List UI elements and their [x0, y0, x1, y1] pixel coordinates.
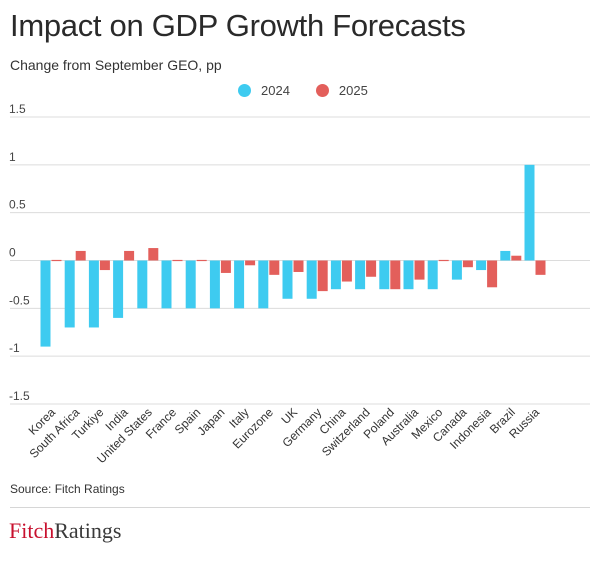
- bar-2025-mexico: [438, 259, 449, 262]
- chart-legend: 2024 2025: [238, 83, 394, 98]
- y-tick-label: 0.5: [9, 198, 26, 212]
- legend-item-2025: 2025: [315, 83, 368, 98]
- chart-subtitle: Change from September GEO, pp: [10, 57, 222, 73]
- bar-2025-italy: [245, 260, 256, 266]
- bar-2025-china: [341, 260, 352, 282]
- bar-2024-mexico: [427, 260, 438, 290]
- logo-ratings-text: Ratings: [54, 518, 122, 543]
- bar-2024-eurozone: [258, 260, 269, 309]
- bar-2025-russia: [535, 260, 546, 275]
- bar-2024-germany: [306, 260, 317, 299]
- bar-2025-australia: [414, 260, 425, 280]
- bar-2025-brazil: [511, 255, 522, 261]
- bar-2025-canada: [462, 260, 473, 268]
- bar-2025-poland: [390, 260, 401, 290]
- bar-2024-turkiye: [88, 260, 99, 328]
- bar-2024-italy: [234, 260, 245, 309]
- x-tick-label: Japan: [194, 405, 227, 438]
- bar-2024-uk: [282, 260, 293, 299]
- bar-2024-poland: [379, 260, 390, 290]
- legend-dot-2025: [315, 84, 329, 97]
- legend-label-2025: 2025: [338, 83, 368, 98]
- bar-2024-china: [330, 260, 341, 290]
- y-tick-label: -1: [9, 341, 20, 355]
- bar-2025-japan: [220, 260, 231, 273]
- bar-2024-australia: [403, 260, 414, 290]
- legend-dot-2024: [238, 84, 251, 97]
- bar-2025-indonesia: [487, 260, 498, 288]
- bar-2025-germany: [317, 260, 328, 292]
- bar-2024-brazil: [500, 250, 511, 261]
- bar-2025-switzerland: [366, 260, 377, 277]
- bar-2024-spain: [185, 260, 196, 309]
- bar-2024-russia: [524, 164, 535, 261]
- y-tick-label: 1: [9, 150, 16, 164]
- chart-title: Impact on GDP Growth Forecasts: [10, 8, 466, 43]
- y-tick-label: 0: [9, 246, 16, 260]
- bar-2025-korea: [51, 259, 62, 262]
- bar-2025-uk: [293, 260, 304, 272]
- logo-fitch-text: Fitch: [9, 518, 55, 543]
- bar-2025-turkiye: [99, 260, 110, 271]
- bar-2024-india: [113, 260, 124, 318]
- y-tick-label: -0.5: [9, 293, 30, 307]
- source-note: Source: Fitch Ratings: [10, 482, 125, 496]
- bar-2024-switzerland: [355, 260, 366, 290]
- bar-2024-indonesia: [476, 260, 487, 271]
- bar-2024-korea: [40, 260, 51, 347]
- bar-2025-india: [124, 250, 135, 261]
- bar-2025-eurozone: [269, 260, 280, 275]
- fitch-ratings-logo: FitchRatings: [9, 518, 121, 544]
- bar-2024-south-africa: [64, 260, 75, 328]
- bar-2025-south-africa: [75, 250, 86, 261]
- bar-2025-spain: [196, 259, 207, 262]
- bar-2024-france: [161, 260, 172, 309]
- legend-item-2024: 2024: [238, 83, 290, 98]
- bar-2024-japan: [209, 260, 220, 309]
- y-tick-label: 1.5: [9, 102, 26, 116]
- bar-2024-canada: [451, 260, 462, 280]
- bar-2024-united-states: [137, 260, 148, 309]
- footer-divider: [10, 507, 590, 508]
- bar-2025-france: [172, 259, 183, 262]
- bar-2025-united-states: [148, 248, 159, 261]
- bars: [40, 164, 546, 347]
- y-tick-label: -1.5: [9, 389, 30, 403]
- legend-label-2024: 2024: [261, 83, 290, 98]
